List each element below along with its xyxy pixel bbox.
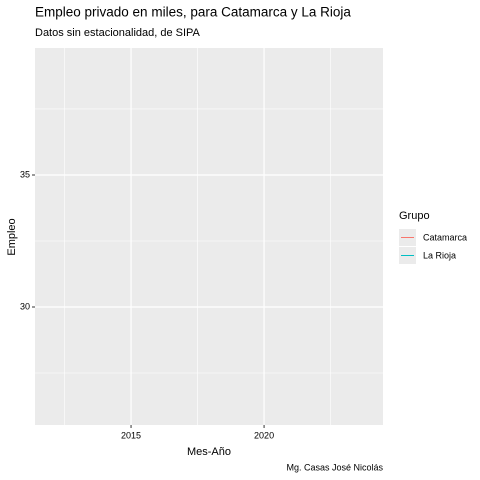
chart-subtitle: Datos sin estacionalidad, de SIPA <box>35 27 201 39</box>
y-tick-label: 35 <box>20 169 30 179</box>
legend-title: Grupo <box>399 210 430 222</box>
x-axis-label: Mes-Año <box>187 446 231 458</box>
y-tick-label: 30 <box>20 301 30 311</box>
x-tick-label: 2020 <box>254 430 274 440</box>
x-tick-label: 2015 <box>121 430 141 440</box>
legend-label: La Rioja <box>423 250 456 260</box>
chart-title: Empleo privado en miles, para Catamarca … <box>35 5 351 20</box>
caption: Mg. Casas José Nicolás <box>286 462 383 472</box>
panel <box>35 48 383 425</box>
y-axis-label: Empleo <box>6 218 18 255</box>
legend-label: Catamarca <box>423 232 467 242</box>
